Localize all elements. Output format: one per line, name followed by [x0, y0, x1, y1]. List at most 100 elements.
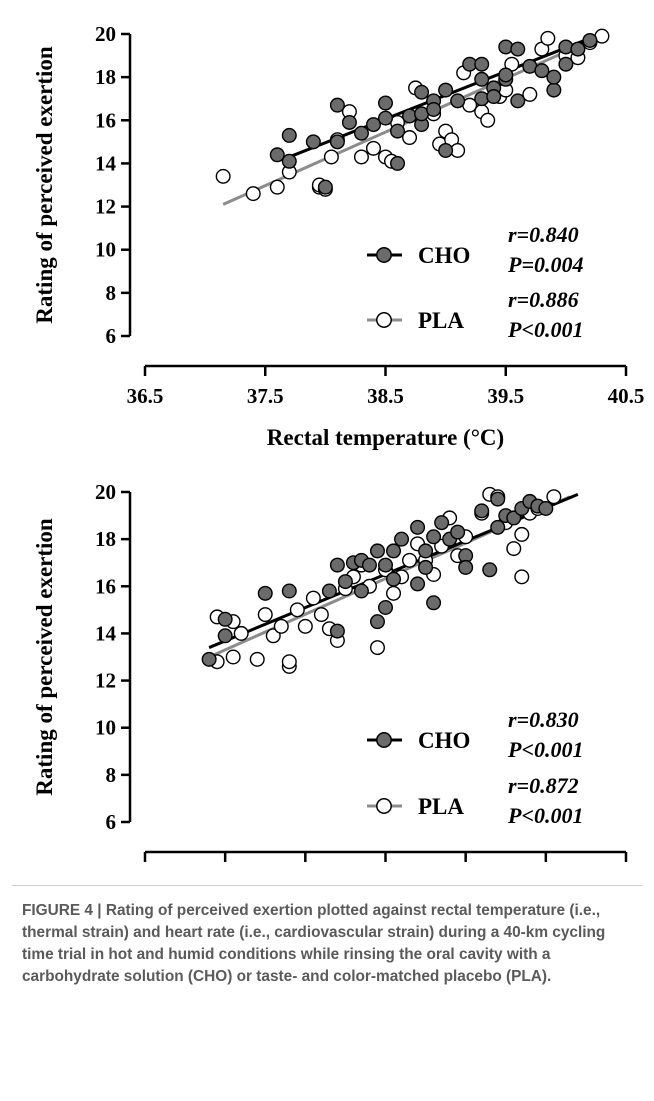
- data-point-cho: [498, 39, 514, 55]
- data-point-cho: [386, 543, 402, 559]
- data-point-pla: [269, 179, 285, 195]
- data-point-cho: [257, 585, 273, 601]
- data-point-pla: [297, 618, 313, 634]
- data-point-cho: [353, 583, 369, 599]
- data-point-pla: [514, 569, 530, 585]
- data-point-cho: [410, 519, 426, 535]
- x-tick-label: 39.5: [487, 384, 524, 408]
- legend-marker-pla: [376, 312, 392, 328]
- y-tick-label: 8: [106, 281, 117, 305]
- data-point-cho: [434, 515, 450, 531]
- data-point-cho: [378, 600, 394, 616]
- x-tick-label: 38.5: [367, 384, 404, 408]
- data-point-cho: [305, 134, 321, 150]
- legend-r-cho: r=0.840: [508, 222, 579, 247]
- y-tick-label: 10: [95, 716, 116, 740]
- data-point-cho: [414, 84, 430, 100]
- y-tick-label: 8: [106, 763, 117, 787]
- data-point-cho: [474, 503, 490, 519]
- y-tick-label: 12: [95, 669, 116, 693]
- data-point-cho: [450, 93, 466, 109]
- data-point-cho: [217, 611, 233, 627]
- data-point-cho: [369, 614, 385, 630]
- data-point-pla: [386, 585, 402, 601]
- legend-p-pla: P<0.001: [507, 317, 583, 342]
- legend-marker-pla: [376, 798, 392, 814]
- data-point-cho: [410, 576, 426, 592]
- data-point-pla: [514, 526, 530, 542]
- data-point-cho: [426, 101, 442, 117]
- data-point-cho: [538, 501, 554, 517]
- data-point-cho: [329, 97, 345, 113]
- data-point-cho: [546, 82, 562, 98]
- data-point-cho: [365, 117, 381, 133]
- data-point-pla: [215, 168, 231, 184]
- data-point-cho: [506, 510, 522, 526]
- data-point-cho: [438, 142, 454, 158]
- chart-panel-1: 6 8 10 12 14 16 18 20 36.5 37.5 38.5 39.5 40.5 Rating…: [32, 22, 644, 450]
- data-point-cho: [378, 557, 394, 573]
- data-point-pla: [265, 628, 281, 644]
- legend-label-cho: CHO: [418, 243, 470, 268]
- legend-p-cho: P=0.004: [507, 252, 583, 277]
- data-point-cho: [418, 543, 434, 559]
- legend-label-pla: PLA: [418, 794, 464, 819]
- y-tick-label: 20: [95, 480, 116, 504]
- data-point-pla: [546, 489, 562, 505]
- data-point-cho: [369, 543, 385, 559]
- data-point-cho: [269, 147, 285, 163]
- data-point-cho: [317, 179, 333, 195]
- data-point-cho: [438, 82, 454, 98]
- data-point-cho: [217, 628, 233, 644]
- data-point-pla: [305, 590, 321, 606]
- data-point-cho: [558, 39, 574, 55]
- x-tick-label: 37.5: [247, 384, 284, 408]
- data-point-cho: [329, 134, 345, 150]
- data-point-pla: [257, 607, 273, 623]
- data-point-cho: [490, 519, 506, 535]
- data-point-cho: [201, 651, 217, 667]
- data-point-cho: [458, 559, 474, 575]
- data-point-cho: [474, 91, 490, 107]
- data-point-pla: [245, 186, 261, 202]
- data-point-cho: [450, 524, 466, 540]
- data-point-cho: [361, 557, 377, 573]
- y-tick-label: 14: [95, 621, 117, 645]
- caption-box: FIGURE 4 | Rating of perceived exertion …: [12, 885, 642, 1096]
- data-point-cho: [418, 559, 434, 575]
- figure-caption: FIGURE 4 | Rating of perceived exertion …: [22, 902, 606, 985]
- data-point-cho: [321, 583, 337, 599]
- data-point-cho: [510, 93, 526, 109]
- y-tick-label: 18: [95, 527, 116, 551]
- data-point-cho: [390, 155, 406, 171]
- legend-r-cho: r=0.830: [508, 707, 579, 732]
- figure: 6 8 10 12 14 16 18 20 36.5 37.5 38.5 39.5 40.5 Rating…: [32, 22, 644, 862]
- data-point-cho: [546, 69, 562, 85]
- legend-r-pla: r=0.872: [508, 773, 579, 798]
- data-point-pla: [249, 651, 265, 667]
- data-point-pla: [225, 649, 241, 665]
- y-tick-label: 14: [95, 151, 117, 175]
- data-point-pla: [289, 602, 305, 618]
- data-point-cho: [281, 583, 297, 599]
- data-point-pla: [323, 149, 339, 165]
- legend-p-pla: P<0.001: [507, 803, 583, 828]
- data-point-pla: [402, 552, 418, 568]
- data-point-pla: [480, 112, 496, 128]
- data-point-cho: [341, 114, 357, 130]
- y-axis-label: Rating of perceived exertion: [32, 518, 57, 796]
- x-tick-label: 36.5: [127, 384, 164, 408]
- data-point-cho: [426, 595, 442, 611]
- data-point-cho: [570, 41, 586, 57]
- legend-r-pla: r=0.886: [508, 287, 579, 312]
- data-point-cho: [490, 491, 506, 507]
- data-point-cho: [510, 41, 526, 57]
- data-point-cho: [394, 531, 410, 547]
- y-axis-label: Rating of perceived exertion: [32, 46, 57, 324]
- data-point-cho: [390, 123, 406, 139]
- data-point-cho: [486, 89, 502, 105]
- data-point-cho: [281, 153, 297, 169]
- y-tick-label: 10: [95, 238, 116, 262]
- data-point-pla: [353, 149, 369, 165]
- data-point-cho: [386, 571, 402, 587]
